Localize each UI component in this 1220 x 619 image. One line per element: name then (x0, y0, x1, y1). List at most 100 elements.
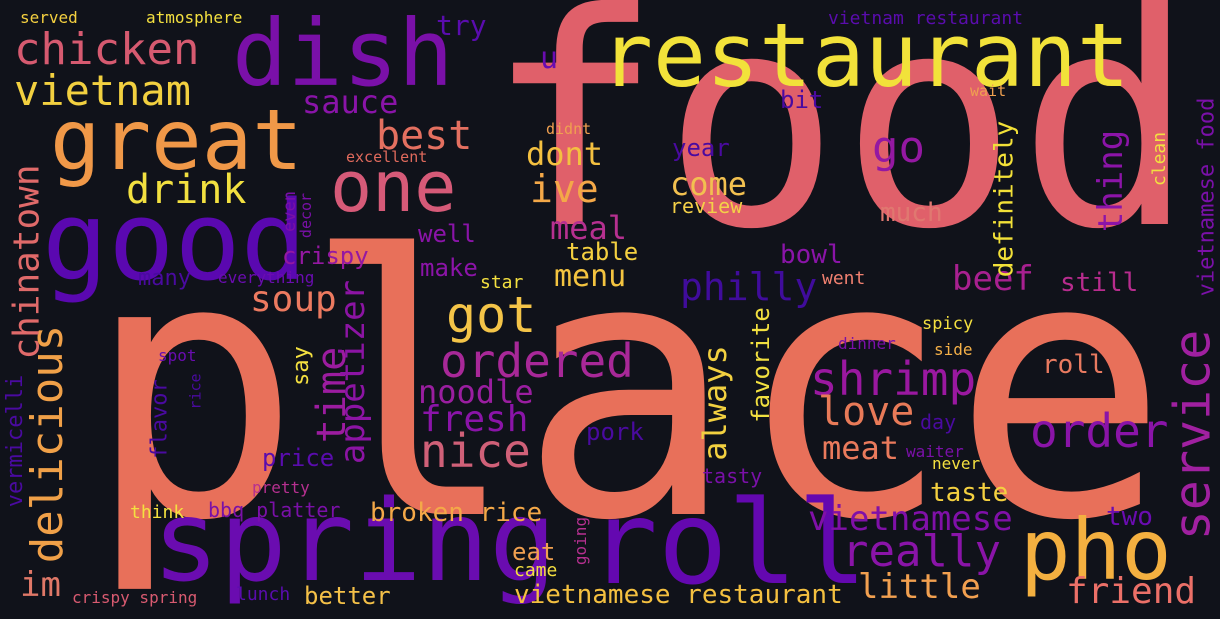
word-spring: spring (152, 477, 557, 607)
word-appetizer: appetizer (333, 279, 374, 465)
word-friend: friend (1066, 571, 1197, 612)
word-sauce: sauce (302, 83, 399, 121)
word-pho: pho (1020, 501, 1172, 599)
word-tasty: tasty (702, 464, 763, 488)
word-always: always (695, 345, 734, 461)
word-still: still (1060, 268, 1139, 298)
word-spot: spot (158, 346, 197, 365)
word-delicious: delicious (22, 324, 74, 564)
word-good: good (42, 177, 307, 305)
word-say: say (288, 346, 314, 386)
word-vietnamese: vietnamese (808, 499, 1013, 539)
word-many: many (138, 266, 191, 291)
word-im: im (20, 565, 61, 605)
word-much: much (880, 198, 943, 228)
word-nice: nice (420, 424, 531, 478)
word-food: food (485, 0, 1196, 294)
word-one: one (330, 146, 457, 228)
word-little: little (858, 567, 981, 607)
word-think: think (130, 502, 185, 523)
word-two: two (1106, 502, 1153, 532)
word-love: love (818, 389, 915, 435)
word-meal: meal (550, 209, 628, 247)
word-philly: philly (680, 265, 818, 309)
word-place: place (85, 180, 1169, 599)
word-dont: dont (526, 135, 604, 173)
word-review: review (670, 194, 743, 218)
word-side: side (934, 340, 973, 359)
word-pork: pork (586, 418, 644, 446)
word-meat: meat (822, 429, 900, 467)
word-day: day (920, 410, 957, 434)
word-bowl: bowl (780, 240, 843, 270)
word-bit: bit (780, 86, 824, 114)
word-drink: drink (126, 167, 247, 213)
word-crispy-spring: crispy spring (72, 588, 198, 607)
word-went: went (822, 268, 866, 289)
word-well: well (418, 220, 476, 248)
word-dish: dish (232, 0, 454, 107)
word-roll: roll (588, 476, 868, 611)
word-year: year (672, 134, 730, 162)
word-bbq-platter: bbq platter (208, 498, 341, 522)
word-vietnamese-food: vietnamese food (1194, 97, 1220, 297)
word-rice: rice (186, 373, 205, 410)
word-wait: wait (970, 82, 1007, 100)
word-really: really (842, 526, 1001, 577)
word-waiter: waiter (906, 442, 964, 461)
word-ive: ive (530, 167, 599, 211)
word-noodle: noodle (418, 373, 534, 411)
word-crispy: crispy (282, 242, 369, 270)
word-pretty: pretty (252, 478, 310, 497)
word-thing: thing (1091, 129, 1132, 233)
word-got: got (446, 286, 537, 344)
word-decor: decor (297, 192, 316, 239)
word-chicken: chicken (14, 24, 200, 75)
word-spicy: spicy (922, 314, 974, 334)
word-chinatown: chinatown (6, 164, 48, 360)
word-everything: everything (218, 268, 315, 287)
word-eat: eat (512, 538, 556, 566)
word-vietnamese-restaurant: vietnamese restaurant (514, 580, 843, 610)
word-never: never (932, 454, 981, 473)
word-vietnam-restaurant: vietnam restaurant (828, 8, 1024, 29)
word-came: came (514, 560, 558, 581)
word-atmosphere: atmosphere (146, 8, 243, 27)
word-best: best (376, 113, 473, 159)
word-roll-small: roll (1042, 350, 1105, 380)
word-vermicelli: vermicelli (3, 374, 29, 508)
word-lunch: lunch (236, 584, 291, 605)
word-better: better (304, 582, 391, 610)
word-going: going (571, 516, 591, 566)
word-menu: menu (554, 259, 627, 294)
word-restaurant: restaurant (600, 4, 1130, 107)
word-great: great (50, 91, 303, 189)
word-broken-rice: broken rice (370, 498, 543, 528)
word-shrimp: shrimp (810, 352, 977, 406)
word-order: order (1030, 404, 1169, 458)
word-soup: soup (250, 279, 337, 320)
word-dinner: dinner (838, 334, 896, 353)
word-go: go (872, 122, 925, 173)
word-try: try (436, 9, 487, 42)
word-u: u (540, 41, 559, 76)
word-fresh: fresh (420, 399, 529, 440)
word-table: table (566, 238, 639, 266)
word-taste: taste (930, 478, 1009, 508)
word-vietnam: vietnam (14, 66, 192, 115)
word-service: service (1163, 329, 1220, 541)
word-didnt: didnt (546, 120, 592, 138)
word-definitely: definitely (989, 120, 1020, 278)
word-excellent: excellent (346, 148, 428, 166)
word-price: price (262, 444, 335, 472)
word-favorite: favorite (746, 307, 775, 423)
word-ordered: ordered (440, 334, 634, 388)
word-star: star (480, 272, 524, 293)
word-beef: beef (952, 259, 1034, 299)
word-served: served (20, 8, 78, 27)
word-flavor: flavor (147, 379, 173, 459)
word-come: come (670, 165, 748, 203)
word-make: make (420, 254, 478, 282)
word-clean: clean (1149, 131, 1171, 187)
